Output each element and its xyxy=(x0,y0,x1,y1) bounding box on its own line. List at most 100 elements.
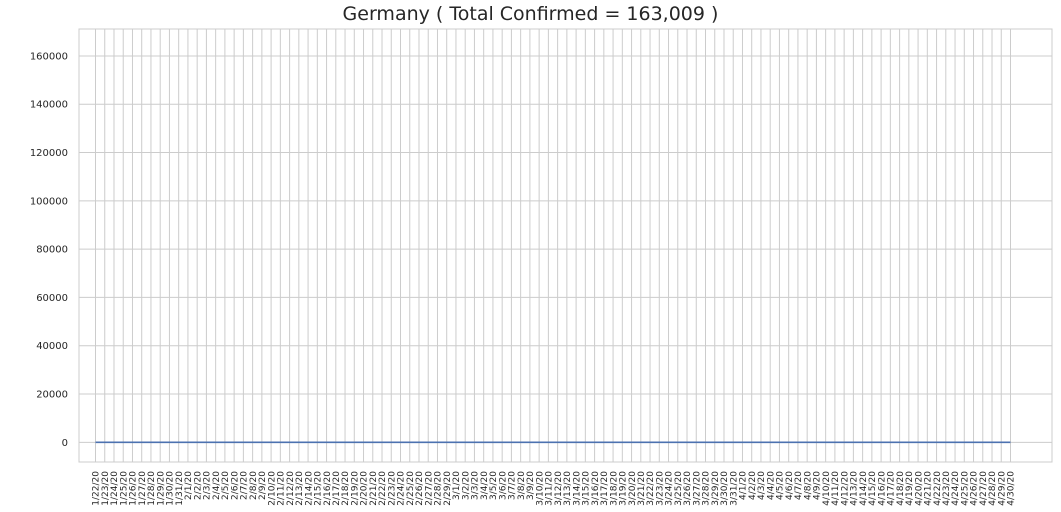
x-tick-label: 3/31/20 xyxy=(729,471,739,506)
plot-frame xyxy=(78,28,1053,463)
x-tick-label: 1/31/20 xyxy=(175,471,185,506)
x-tick-label: 3/25/20 xyxy=(674,471,684,506)
y-tick-label: 80000 xyxy=(36,245,68,256)
x-tick-label: 2/5/20 xyxy=(221,471,231,500)
x-tick-label: 4/15/20 xyxy=(868,471,878,506)
x-tick-label: 4/18/20 xyxy=(896,471,906,506)
y-tick-label: 120000 xyxy=(30,148,68,159)
x-tick-label: 2/11/20 xyxy=(277,471,287,506)
x-tick-label: 1/25/20 xyxy=(119,471,129,506)
x-tick-label: 2/27/20 xyxy=(424,471,434,506)
x-tick-label: 3/6/20 xyxy=(498,471,508,500)
y-tick-label: 100000 xyxy=(30,196,68,207)
x-tick-label: 4/27/20 xyxy=(979,471,989,506)
x-tick-label: 3/5/20 xyxy=(489,471,499,500)
x-tick-label: 4/5/20 xyxy=(776,471,786,500)
x-tick-label: 4/17/20 xyxy=(887,471,897,506)
x-tick-label: 4/7/20 xyxy=(794,471,804,500)
x-tick-label: 1/26/20 xyxy=(129,471,139,506)
x-tick-label: 4/12/20 xyxy=(840,471,850,506)
x-tick-label: 3/20/20 xyxy=(628,471,638,506)
x-tick-label: 3/10/20 xyxy=(535,471,545,506)
x-tick-label: 4/30/20 xyxy=(1007,471,1017,506)
x-tick-label: 3/1/20 xyxy=(452,471,462,500)
x-tick-label: 4/16/20 xyxy=(877,471,887,506)
x-tick-label: 2/18/20 xyxy=(341,471,351,506)
x-tick-label: 2/24/20 xyxy=(397,471,407,506)
x-tick-label: 3/26/20 xyxy=(683,471,693,506)
y-tick-label: 60000 xyxy=(36,293,68,304)
x-tick-label: 2/4/20 xyxy=(212,471,222,500)
x-tick-label: 2/23/20 xyxy=(387,471,397,506)
x-tick-label: 1/23/20 xyxy=(101,471,111,506)
y-tick-label: 20000 xyxy=(36,390,68,401)
x-tick-label: 4/19/20 xyxy=(905,471,915,506)
x-tick-label: 4/6/20 xyxy=(785,471,795,500)
x-tick-label: 4/25/20 xyxy=(960,471,970,506)
x-tick-label: 3/18/20 xyxy=(609,471,619,506)
x-tick-label: 4/9/20 xyxy=(813,471,823,500)
x-tick-label: 3/23/20 xyxy=(655,471,665,506)
x-tick-label: 2/7/20 xyxy=(240,471,250,500)
x-tick-label: 3/7/20 xyxy=(508,471,518,500)
x-tick-label: 3/4/20 xyxy=(480,471,490,500)
x-tick-label: 3/13/20 xyxy=(563,471,573,506)
x-tick-label: 3/14/20 xyxy=(572,471,582,506)
x-tick-label: 2/20/20 xyxy=(360,471,370,506)
x-tick-label: 2/2/20 xyxy=(193,471,203,500)
x-tick-label: 4/10/20 xyxy=(822,471,832,506)
y-tick-label: 40000 xyxy=(36,341,68,352)
x-tick-label: 2/16/20 xyxy=(323,471,333,506)
x-tick-label: 4/4/20 xyxy=(766,471,776,500)
x-tick-label: 2/15/20 xyxy=(314,471,324,506)
x-tick-label: 2/1/20 xyxy=(184,471,194,500)
x-tick-label: 4/23/20 xyxy=(942,471,952,506)
x-tick-label: 2/22/20 xyxy=(378,471,388,506)
x-tick-label: 3/8/20 xyxy=(517,471,527,500)
x-tick-label: 3/17/20 xyxy=(600,471,610,506)
x-tick-label: 4/29/20 xyxy=(997,471,1007,506)
x-tick-label: 4/1/20 xyxy=(739,471,749,500)
x-tick-label: 4/8/20 xyxy=(803,471,813,500)
x-tick-label: 2/17/20 xyxy=(332,471,342,506)
y-tick-label: 160000 xyxy=(30,51,68,62)
x-tick-label: 3/29/20 xyxy=(711,471,721,506)
y-tick-label: 0 xyxy=(62,438,68,449)
x-tick-label: 4/11/20 xyxy=(831,471,841,506)
x-tick-label: 3/22/20 xyxy=(646,471,656,506)
x-tick-label: 1/22/20 xyxy=(92,471,102,506)
x-tick-label: 4/3/20 xyxy=(757,471,767,500)
x-tick-label: 4/2/20 xyxy=(748,471,758,500)
x-tick-label: 3/24/20 xyxy=(665,471,675,506)
x-tick-label: 1/24/20 xyxy=(110,471,120,506)
x-tick-label: 4/28/20 xyxy=(988,471,998,506)
x-tick-label: 4/24/20 xyxy=(951,471,961,506)
x-tick-label: 2/19/20 xyxy=(350,471,360,506)
x-tick-label: 3/28/20 xyxy=(702,471,712,506)
x-tick-label: 3/16/20 xyxy=(591,471,601,506)
x-tick-label: 3/21/20 xyxy=(637,471,647,506)
x-tick-label: 2/14/20 xyxy=(304,471,314,506)
x-tick-label: 2/12/20 xyxy=(286,471,296,506)
x-tick-label: 3/15/20 xyxy=(582,471,592,506)
x-tick-label: 2/25/20 xyxy=(406,471,416,506)
x-tick-label: 4/20/20 xyxy=(914,471,924,506)
x-tick-label: 4/26/20 xyxy=(970,471,980,506)
x-tick-label: 2/6/20 xyxy=(230,471,240,500)
x-tick-label: 1/27/20 xyxy=(138,471,148,506)
x-tick-label: 4/21/20 xyxy=(924,471,934,506)
x-tick-label: 2/10/20 xyxy=(267,471,277,506)
x-tick-label: 2/9/20 xyxy=(258,471,268,500)
x-tick-label: 2/21/20 xyxy=(369,471,379,506)
y-tick-label: 140000 xyxy=(30,100,68,111)
x-tick-label: 3/9/20 xyxy=(526,471,536,500)
x-tick-label: 1/28/20 xyxy=(147,471,157,506)
x-tick-label: 3/11/20 xyxy=(545,471,555,506)
x-tick-label: 2/29/20 xyxy=(443,471,453,506)
x-tick-label: 2/8/20 xyxy=(249,471,259,500)
x-tick-label: 1/29/20 xyxy=(156,471,166,506)
x-tick-label: 2/3/20 xyxy=(203,471,213,500)
x-tick-label: 3/27/20 xyxy=(692,471,702,506)
